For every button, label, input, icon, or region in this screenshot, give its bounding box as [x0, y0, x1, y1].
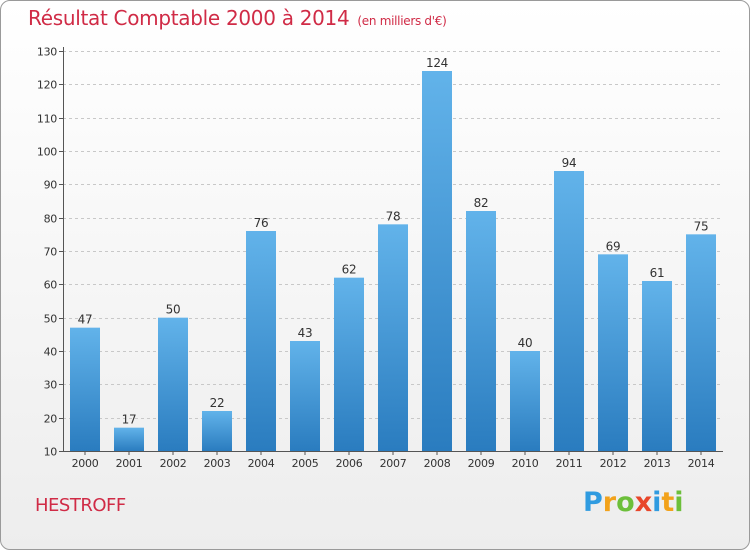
proxiti-logo: Proxiti — [583, 487, 684, 518]
x-tick-label-2011: 2011 — [556, 457, 583, 470]
commune-name: HESTROFF — [35, 495, 126, 516]
bar-2011 — [554, 171, 584, 451]
data-label-2013: 61 — [650, 266, 665, 280]
bar-2004 — [246, 231, 276, 451]
bar-2003 — [202, 411, 232, 451]
x-tick-label-2012: 2012 — [600, 457, 627, 470]
bar-2013 — [642, 281, 672, 451]
y-tick-label: 80 — [44, 213, 58, 226]
y-tick-label: 40 — [44, 346, 58, 359]
data-label-2010: 40 — [518, 336, 533, 350]
data-label-2012: 69 — [606, 239, 621, 253]
bar-2014 — [686, 234, 716, 451]
x-tick-label-2013: 2013 — [644, 457, 671, 470]
x-tick-label-2000: 2000 — [72, 457, 99, 470]
y-tick-label: 100 — [37, 146, 57, 159]
y-tick-label: 120 — [37, 79, 57, 92]
logo-letter: i — [652, 487, 662, 518]
x-tick-labels: 2000 2001 2002 2003 2004 2005 2006 2007 2008 2009… — [72, 457, 715, 470]
data-label-2014: 75 — [694, 219, 709, 233]
bar-2001 — [114, 427, 144, 451]
logo-letter: t — [661, 487, 675, 518]
x-tick-label-2007: 2007 — [380, 457, 407, 470]
bar-2002 — [158, 317, 188, 451]
x-tick-label-2005: 2005 — [292, 457, 319, 470]
logo-letter: o — [616, 487, 635, 518]
x-tick-label-2006: 2006 — [336, 457, 363, 470]
x-tick-label-2002: 2002 — [160, 457, 187, 470]
x-tick-label-2014: 2014 — [688, 457, 715, 470]
logo-letter: x — [634, 487, 653, 518]
y-tick-label: 20 — [44, 413, 58, 426]
bar-2008 — [422, 71, 452, 451]
data-label-2004: 76 — [254, 216, 269, 230]
title-text: Résultat Comptable 2000 à 2014 — [28, 6, 350, 30]
x-tick-label-2010: 2010 — [512, 457, 539, 470]
bar-2005 — [290, 341, 320, 451]
data-label-2007: 78 — [386, 209, 401, 223]
bar-2012 — [598, 254, 628, 451]
data-label-2001: 17 — [122, 413, 137, 427]
data-labels: 47 17 50 22 76 43 62 78 124 82 40 94 69 61 75 — [78, 56, 709, 427]
data-label-2009: 82 — [474, 196, 489, 210]
x-tick-label-2009: 2009 — [468, 457, 495, 470]
y-tick-label: 50 — [44, 313, 58, 326]
logo-letter: i — [674, 487, 684, 518]
data-label-2002: 50 — [166, 303, 181, 317]
y-tick-label: 10 — [44, 446, 58, 459]
data-label-2008: 124 — [426, 56, 448, 70]
bar-2009 — [466, 211, 496, 451]
bar-2007 — [378, 224, 408, 451]
data-label-2005: 43 — [298, 326, 313, 340]
y-tick-label: 90 — [44, 179, 58, 192]
data-label-2003: 22 — [210, 396, 225, 410]
x-tick-label-2001: 2001 — [116, 457, 143, 470]
y-tick-label: 60 — [44, 279, 58, 292]
y-tick-labels: 10 20 30 40 50 60 70 80 90 100 110 120 130 — [37, 46, 58, 459]
x-tick-label-2003: 2003 — [204, 457, 231, 470]
y-tick-label: 30 — [44, 379, 58, 392]
bar-2000 — [70, 327, 100, 451]
bar-2006 — [334, 277, 364, 451]
y-tick-label: 110 — [37, 113, 57, 126]
data-label-2000: 47 — [78, 313, 93, 327]
x-tick-label-2004: 2004 — [248, 457, 275, 470]
data-label-2006: 62 — [342, 263, 357, 277]
chart-subtitle: (en milliers d'€) — [357, 14, 447, 28]
data-label-2011: 94 — [562, 156, 577, 170]
logo-letter: r — [602, 487, 617, 518]
y-tick-label: 70 — [44, 246, 58, 259]
axes — [59, 47, 723, 455]
bars — [70, 71, 716, 451]
chart-title: Résultat Comptable 2000 à 2014 (en millie… — [28, 6, 447, 30]
bar-2010 — [510, 351, 540, 451]
x-tick-label-2008: 2008 — [424, 457, 451, 470]
logo-letter: P — [583, 487, 603, 518]
y-tick-label: 130 — [37, 46, 57, 59]
